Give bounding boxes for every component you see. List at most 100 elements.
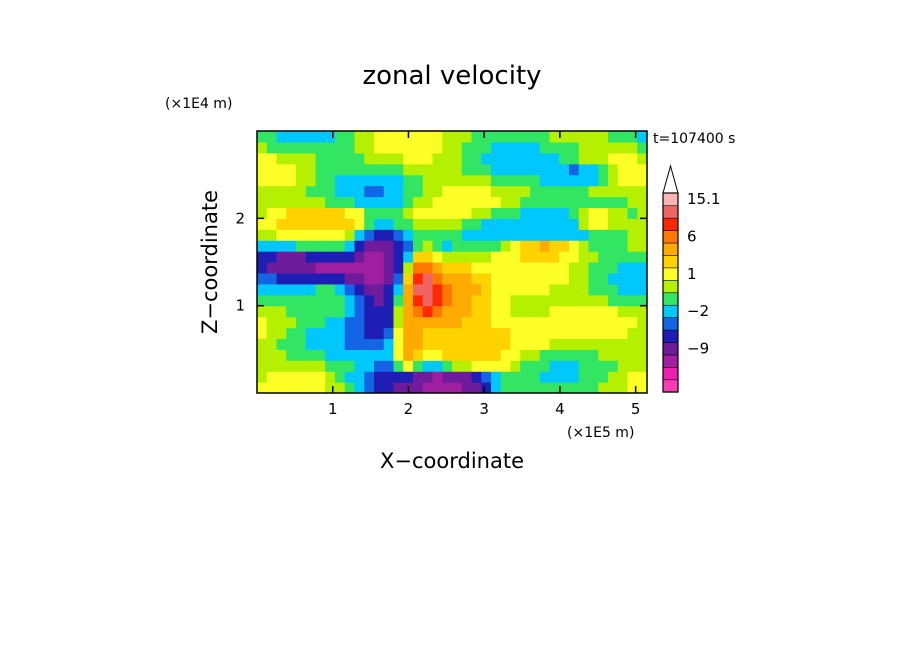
heatmap-cell [257, 131, 268, 143]
heatmap-cell [549, 294, 560, 307]
heatmap-cell [257, 141, 268, 154]
heatmap-cell [315, 294, 326, 307]
heatmap-cell [500, 371, 512, 383]
chart-title: zonal velocity [362, 61, 541, 91]
heatmap-cell [461, 185, 473, 198]
heatmap-cell [403, 174, 414, 187]
heatmap-cell [413, 283, 424, 296]
heatmap-cell [569, 218, 580, 230]
heatmap-cell [471, 251, 482, 263]
heatmap-cell [530, 283, 541, 296]
heatmap-cell [305, 251, 317, 263]
heatmap-cell [335, 229, 346, 241]
heatmap-cell [471, 382, 482, 393]
heatmap-cell [305, 240, 317, 252]
heatmap-cell [549, 229, 560, 241]
heatmap-cell [491, 207, 502, 219]
heatmap-cell [481, 338, 492, 350]
heatmap-cell [383, 152, 395, 165]
heatmap-cell [266, 272, 278, 285]
heatmap-cell [500, 196, 512, 209]
heatmap-cell [500, 218, 512, 230]
heatmap-cell [549, 207, 560, 219]
heatmap-cell [500, 294, 512, 307]
heatmap-cell [510, 163, 521, 176]
heatmap-cell [393, 272, 404, 285]
heatmap-cell [559, 152, 570, 165]
heatmap-cell [276, 283, 287, 296]
heatmap-cell [491, 152, 502, 165]
heatmap-cell [422, 196, 434, 209]
heatmap-cell [471, 218, 482, 230]
heatmap-cell [296, 272, 307, 285]
heatmap-cell [403, 272, 414, 285]
heatmap-cell [374, 196, 385, 209]
heatmap-cell [286, 174, 297, 187]
heatmap-cell [266, 131, 278, 143]
heatmap-cell [305, 174, 317, 187]
heatmap-cell [637, 196, 647, 209]
heatmap-cell [617, 371, 629, 383]
heatmap-cell [588, 174, 599, 187]
heatmap-cell [617, 316, 629, 329]
heatmap-cell [500, 131, 512, 143]
heatmap-cell [364, 305, 375, 318]
heatmap-cell [296, 240, 307, 252]
heatmap-cell [539, 185, 551, 198]
heatmap-cell [286, 240, 297, 252]
heatmap-cell [539, 163, 551, 176]
heatmap-cell [442, 349, 453, 361]
x-axis-title: X−coordinate [380, 449, 524, 473]
heatmap-cell [452, 229, 463, 241]
heatmap-cell [383, 327, 395, 340]
heatmap-cell [276, 218, 287, 230]
heatmap-cell [500, 174, 512, 187]
heatmap-cell [637, 152, 647, 165]
heatmap-cell [617, 240, 629, 252]
heatmap-cell [481, 141, 492, 154]
heatmap-cell [403, 196, 414, 209]
heatmap-cell [608, 207, 619, 219]
heatmap-cell [617, 327, 629, 340]
heatmap-cell [549, 371, 560, 383]
heatmap-cell [344, 141, 356, 154]
heatmap-cell [315, 316, 326, 329]
heatmap-cell [393, 316, 404, 329]
heatmap-cell [374, 131, 385, 143]
heatmap-cell [344, 207, 356, 219]
heatmap-cell [500, 283, 512, 296]
heatmap-cell [442, 229, 453, 241]
heatmap-cell [286, 185, 297, 198]
heatmap-cell [325, 327, 336, 340]
heatmap-cell [393, 338, 404, 350]
heatmap-cell [335, 316, 346, 329]
heatmap-cell [335, 163, 346, 176]
heatmap-cell [413, 207, 424, 219]
heatmap-cell [296, 382, 307, 393]
heatmap-cell [305, 207, 317, 219]
heatmap-cell [422, 240, 434, 252]
heatmap-cell [286, 360, 297, 372]
heatmap-cell [432, 305, 443, 318]
heatmap-cell [266, 316, 278, 329]
heatmap-cell [608, 294, 619, 307]
heatmap-cell [617, 207, 629, 219]
heatmap-cell [559, 251, 570, 263]
heatmap-cell [471, 141, 482, 154]
heatmap-cell [549, 327, 560, 340]
heatmap-cell [559, 283, 570, 296]
heatmap-cell [539, 262, 551, 274]
heatmap-cell [413, 174, 424, 187]
heatmap-cell [569, 163, 580, 176]
heatmap-cell [335, 152, 346, 165]
heatmap-cell [296, 163, 307, 176]
heatmap-cell [510, 338, 521, 350]
heatmap-cell [530, 360, 541, 372]
heatmap-cell [578, 262, 590, 274]
heatmap-cell [627, 229, 638, 241]
heatmap-cell [422, 316, 434, 329]
heatmap-cell [559, 207, 570, 219]
heatmap-cell [500, 240, 512, 252]
heatmap-cell [559, 349, 570, 361]
heatmap-cell [637, 207, 647, 219]
